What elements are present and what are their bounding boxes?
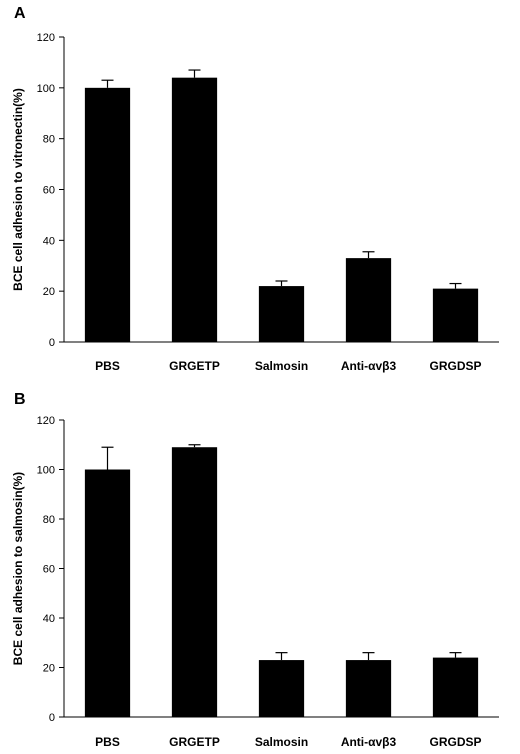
y-tick-label: 100 bbox=[37, 465, 55, 477]
x-tick-label: GRGDSP bbox=[429, 359, 481, 373]
y-tick-label: 40 bbox=[43, 613, 55, 625]
x-tick-label: GRGDSP bbox=[429, 735, 481, 749]
panel-label: B bbox=[14, 391, 26, 408]
y-tick-label: 60 bbox=[43, 185, 55, 197]
y-tick-label: 120 bbox=[37, 32, 55, 44]
y-tick-label: 40 bbox=[43, 235, 55, 247]
y-tick-label: 20 bbox=[43, 663, 55, 675]
x-tick-label: PBS bbox=[95, 735, 120, 749]
chart-panel-b: B 0 20 40 60 80 100 120 BCE cell adhesion to sal… bbox=[11, 391, 499, 749]
x-tick-label: Anti-αvβ3 bbox=[341, 735, 397, 749]
bar bbox=[171, 77, 218, 343]
y-tick-label: 0 bbox=[49, 337, 55, 349]
y-tick-label: 100 bbox=[37, 83, 55, 95]
y-tick-label: 60 bbox=[43, 564, 55, 576]
x-tick-label: Salmosin bbox=[255, 359, 308, 373]
y-tick-label: 20 bbox=[43, 286, 55, 298]
bar bbox=[345, 660, 392, 717]
bar bbox=[84, 87, 131, 342]
y-axis-title: BCE cell adhesion to salmosin(%) bbox=[11, 472, 25, 665]
bar bbox=[171, 447, 218, 717]
y-tick-label: 0 bbox=[49, 712, 55, 724]
x-tick-label: Anti-αvβ3 bbox=[341, 359, 397, 373]
bar bbox=[84, 469, 131, 717]
x-tick-label: GRGETP bbox=[169, 735, 220, 749]
bar bbox=[258, 286, 305, 342]
bar bbox=[432, 288, 479, 342]
chart-panel-a: A 0 20 40 60 80 100 120 BCE cell adhesion to vit… bbox=[11, 5, 499, 373]
y-tick-label: 120 bbox=[37, 415, 55, 427]
x-tick-label: GRGETP bbox=[169, 359, 220, 373]
y-axis-title: BCE cell adhesion to vitronectin(%) bbox=[11, 88, 25, 291]
bar bbox=[432, 657, 479, 717]
bar bbox=[345, 258, 392, 342]
panel-label: A bbox=[14, 5, 26, 22]
x-tick-label: Salmosin bbox=[255, 735, 308, 749]
y-tick-label: 80 bbox=[43, 514, 55, 526]
x-tick-label: PBS bbox=[95, 359, 120, 373]
bar bbox=[258, 660, 305, 717]
y-tick-label: 80 bbox=[43, 134, 55, 146]
